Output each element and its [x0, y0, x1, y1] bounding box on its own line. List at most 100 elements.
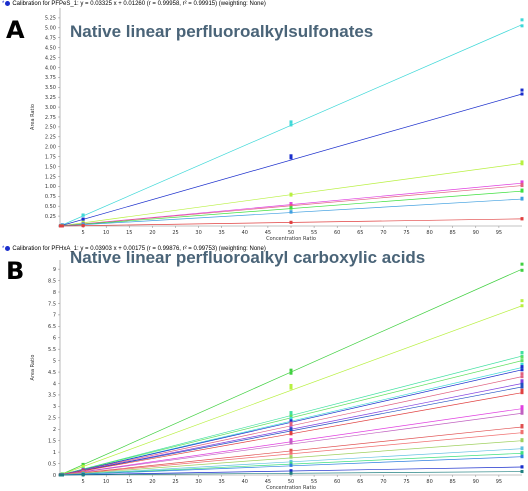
data-point	[520, 391, 524, 395]
calibration-chart: 5 10 15 20 25 30 35 40 45 50 55 60 65 70 75 80 85 90 9500.…	[30, 260, 524, 491]
data-point	[289, 463, 293, 467]
y-tick-label: 3.5	[48, 393, 56, 399]
x-tick-label: 70	[380, 479, 386, 485]
data-point	[520, 299, 524, 303]
panel-letter: B	[6, 257, 25, 285]
y-tick-label: 1	[53, 450, 56, 456]
data-point	[289, 192, 293, 196]
calibration-title: * Calibration for PFPeS_1: y = 0.03325 x …	[2, 1, 266, 7]
x-tick-label: 15	[126, 479, 132, 485]
x-tick-label: 40	[242, 479, 248, 485]
data-point	[289, 411, 293, 415]
data-point	[520, 160, 524, 164]
y-tick-label: 2.75	[45, 115, 56, 121]
data-point	[289, 156, 293, 160]
y-tick-label: 2	[53, 427, 56, 433]
data-point	[520, 182, 524, 186]
calibration-title-text: Calibration for PFPeS_1: y = 0.03325 x +…	[12, 1, 266, 8]
series-dot-icon	[5, 1, 11, 6]
x-tick-label: 70	[380, 230, 386, 236]
x-tick-label: 10	[103, 230, 109, 236]
data-point	[520, 382, 524, 386]
data-point	[81, 473, 85, 477]
y-tick-label: 4.00	[45, 65, 56, 71]
data-point	[520, 465, 524, 469]
calibration-title-text: Calibration for PFHxA_1: y = 0.03903 x +…	[12, 246, 266, 253]
data-point	[520, 92, 524, 96]
y-tick-label: 0.50	[45, 204, 56, 210]
y-tick-label: 0	[53, 473, 56, 479]
data-point	[520, 409, 524, 413]
y-tick-label: 3.50	[45, 85, 56, 91]
y-tick-label: 1.50	[45, 164, 56, 170]
y-tick-label: 4.50	[45, 45, 56, 51]
x-tick-label: 55	[311, 479, 317, 485]
data-point	[520, 368, 524, 372]
data-point	[289, 448, 293, 452]
data-point	[81, 224, 85, 228]
data-point	[520, 188, 524, 192]
data-point	[289, 414, 293, 418]
data-point	[520, 379, 524, 383]
panel-letter: A	[6, 16, 25, 44]
data-point	[289, 451, 293, 455]
y-tick-label: 8.5	[48, 278, 56, 284]
data-point	[289, 412, 293, 416]
y-tick-label: 4.5	[48, 370, 56, 376]
data-point	[289, 204, 293, 208]
data-point	[520, 407, 524, 411]
x-tick-label: 5	[82, 479, 85, 485]
data-point	[289, 202, 293, 206]
data-point	[81, 464, 85, 468]
data-point	[520, 304, 524, 308]
data-point	[520, 451, 524, 455]
y-tick-label: 2.00	[45, 145, 56, 151]
data-point	[520, 411, 524, 415]
x-axis-title: Concentration Ratio	[266, 236, 316, 242]
panel-b: * Calibration for PFHxA_1: y = 0.03903 x …	[0, 246, 528, 491]
x-tick-label: 10	[103, 479, 109, 485]
data-point	[520, 24, 524, 28]
x-tick-label: 30	[195, 479, 201, 485]
data-point	[289, 371, 293, 375]
data-point	[520, 362, 524, 366]
data-point	[289, 386, 293, 390]
data-point	[520, 262, 524, 266]
data-point	[520, 365, 524, 369]
x-tick-label: 75	[403, 230, 409, 236]
y-tick-label: 8	[53, 290, 56, 296]
x-tick-label: 95	[496, 479, 502, 485]
data-point	[289, 120, 293, 124]
data-point	[520, 180, 524, 184]
data-point	[289, 416, 293, 420]
data-point	[289, 210, 293, 214]
x-tick-label: 65	[357, 479, 363, 485]
data-point	[289, 423, 293, 427]
x-tick-label: 15	[126, 230, 132, 236]
x-tick-label: 60	[334, 479, 340, 485]
data-point	[289, 383, 293, 387]
y-tick-label: 5	[53, 358, 56, 364]
series-fit-line	[59, 93, 523, 227]
x-tick-label: 25	[172, 230, 178, 236]
data-point	[58, 224, 62, 228]
data-point	[289, 154, 293, 158]
y-tick-label: 0.5	[48, 461, 56, 467]
data-point	[60, 224, 64, 228]
y-tick-label: 5.5	[48, 347, 56, 353]
data-point	[520, 429, 524, 433]
data-point	[289, 438, 293, 442]
x-tick-label: 80	[426, 230, 432, 236]
data-point	[289, 471, 293, 475]
y-tick-label: 4	[53, 381, 56, 387]
x-tick-label: 90	[473, 230, 479, 236]
asterisk-icon: *	[2, 246, 5, 253]
x-tick-label: 50	[288, 479, 294, 485]
y-tick-label: 6	[53, 336, 56, 342]
data-point	[289, 368, 293, 372]
data-point	[520, 385, 524, 389]
data-point	[520, 454, 524, 458]
data-point	[520, 469, 524, 473]
data-point	[520, 359, 524, 363]
y-tick-label: 0.25	[45, 214, 56, 220]
